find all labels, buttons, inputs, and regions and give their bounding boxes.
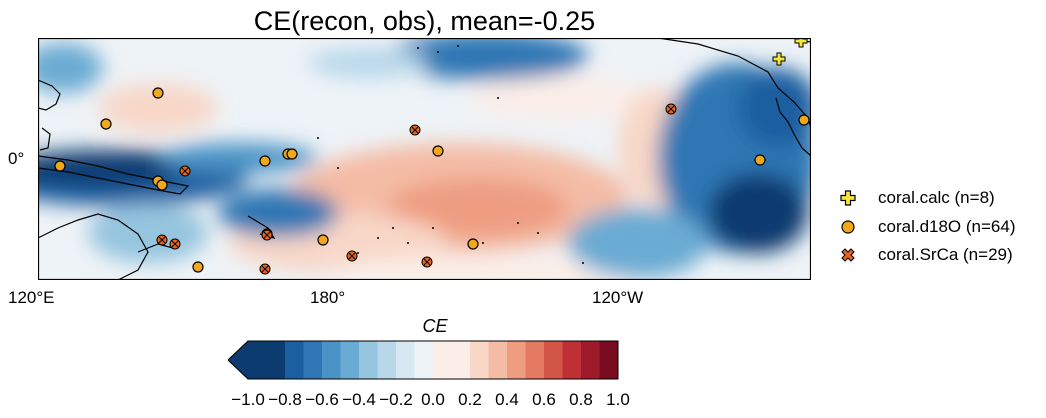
colorbar-cell [359,341,378,379]
colorbar-cell [451,341,471,379]
colorbar-cell [470,341,489,379]
coral-srca-markers [156,103,677,275]
colorbar-cell [581,341,600,379]
legend-item-coral-d18o: coral.d18O (n=64) [838,215,1016,239]
plus-marker-icon [840,190,856,206]
colorbar-cell [340,341,360,379]
x-marker-icon [841,248,855,262]
legend-item-coral-srca: coral.SrCa (n=29) [838,243,1013,267]
coral-d18o-markers [54,87,810,273]
colorbar-tick-label: 1.0 [606,390,630,409]
colorbar-cell [248,341,267,379]
legend-label: coral.calc (n=8) [878,188,995,207]
legend-item-coral-calc: coral.calc (n=8) [838,186,995,210]
colorbar-cell [414,341,434,379]
colorbar-cell [488,341,508,379]
colorbar-tick-label: −1.0 [231,390,265,409]
colorbar-tick-label: −0.4 [342,390,376,409]
ce-field [38,38,811,280]
colorbar-cell [303,341,323,379]
colorbar-cell [396,341,415,379]
colorbar-cell [507,341,526,379]
x-tick-120e: 120°E [8,288,55,307]
colorbar-cell [266,341,286,379]
proxy-markers [54,38,810,275]
legend-label: coral.d18O (n=64) [878,217,1016,236]
colorbar-cell [544,341,563,379]
colorbar-cell [599,341,619,379]
map-title: CE(recon, obs), mean=-0.25 [253,6,596,36]
colorbar-tick-label: 0.4 [495,390,519,409]
colorbar-extend-triangle [228,341,248,379]
colorbar-tick-label: 0.2 [458,390,482,409]
y-tick-equator: 0° [8,149,25,168]
colorbar-tick-label: 0.0 [421,390,445,409]
colorbar-tick-label: −0.2 [379,390,413,409]
colorbar-tick-label: 0.6 [532,390,556,409]
colorbar-cell [525,341,545,379]
colorbar [228,340,619,380]
colorbar-cell [377,341,397,379]
map-frame [38,38,811,280]
x-tick-180: 180° [310,288,346,307]
island-dots [317,45,584,264]
colorbar-tick-label: −0.6 [305,390,339,409]
colorbar-tick-label: 0.8 [569,390,593,409]
x-tick-120w: 120°W [592,288,644,307]
colorbar-outline [228,340,619,380]
circle-marker-icon [841,220,855,234]
colorbar-cell [285,341,304,379]
colorbar-tick-label: −0.8 [268,390,302,409]
colorbar-cell [562,341,582,379]
ce-map [38,38,811,280]
legend-label: coral.SrCa (n=29) [878,245,1013,264]
colorbar-label: CE [422,316,448,336]
colorbar-cell [322,341,341,379]
colorbar-cell [433,341,452,379]
